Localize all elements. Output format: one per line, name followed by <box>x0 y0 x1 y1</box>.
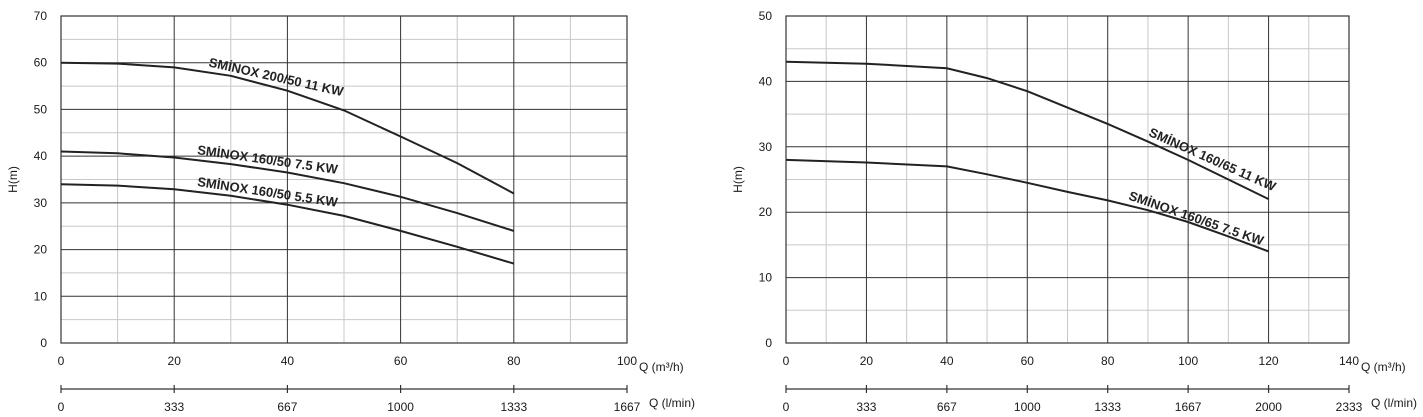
y-tick-label: 20 <box>34 243 48 257</box>
y-tick-label: 70 <box>34 9 48 23</box>
x-tick-label: 40 <box>281 354 295 368</box>
y-tick-label: 60 <box>34 56 48 70</box>
x-axis-label: Q (m³/h) <box>639 360 684 374</box>
x-tick-label: 0 <box>58 354 65 368</box>
y-tick-label: 0 <box>765 336 772 350</box>
secondary-x-tick-label: 333 <box>856 400 876 414</box>
secondary-x-tick-label: 0 <box>783 400 790 414</box>
series-curve <box>60 61 515 195</box>
x-tick-label: 140 <box>1339 354 1359 368</box>
series-curve <box>785 60 1270 200</box>
x-tick-label: 0 <box>783 354 790 368</box>
x-tick-label: 20 <box>860 354 874 368</box>
y-tick-label: 50 <box>34 102 48 116</box>
x-tick-label: 20 <box>168 354 182 368</box>
secondary-x-tick-label: 1000 <box>1014 400 1041 414</box>
y-axis-label: H(m) <box>731 166 745 193</box>
series-label: SMİNOX 160/50 7.5 KW <box>196 142 339 177</box>
series-label: SMİNOX 160/65 11 KW <box>1147 125 1279 195</box>
y-tick-label: 30 <box>34 196 48 210</box>
secondary-x-axis-label: Q (l/min) <box>649 396 695 410</box>
y-tick-label: 40 <box>34 149 48 163</box>
x-tick-label: 80 <box>507 354 521 368</box>
y-tick-label: 40 <box>759 74 773 88</box>
plot-frame <box>60 15 628 344</box>
secondary-x-tick-label: 1667 <box>1175 400 1202 414</box>
secondary-x-tick-label: 1667 <box>614 400 641 414</box>
x-tick-label: 100 <box>1178 354 1198 368</box>
chart-right: 0 10 20 30 40 50 0 20 40 60 80 100 120 140 H(m) Q (m³/h… <box>731 9 1417 414</box>
secondary-x-tick-label: 333 <box>164 400 184 414</box>
x-tick-label: 100 <box>617 354 637 368</box>
secondary-x-axis-label: Q (l/min) <box>1371 396 1417 410</box>
secondary-x-tick-label: 1000 <box>387 400 414 414</box>
x-tick-label: 60 <box>394 354 408 368</box>
series-label: SMİNOX 200/50 11 KW <box>208 55 346 100</box>
secondary-x-tick-label: 1333 <box>1094 400 1121 414</box>
y-tick-label: 0 <box>40 336 47 350</box>
y-tick-label: 10 <box>34 289 48 303</box>
secondary-x-tick-label: 667 <box>277 400 297 414</box>
plot-frame <box>785 15 1350 344</box>
y-tick-label: 30 <box>759 140 773 154</box>
x-tick-label: 60 <box>1021 354 1035 368</box>
y-tick-label: 10 <box>759 271 773 285</box>
chart-left: 0 10 20 30 40 50 60 70 0 20 40 60 80 100 H(m) Q (m³/h) 0… <box>6 9 695 414</box>
y-tick-label: 20 <box>759 205 773 219</box>
series-curve <box>785 158 1269 253</box>
y-tick-label: 50 <box>759 9 773 23</box>
secondary-x-tick-label: 2333 <box>1336 400 1363 414</box>
series-curve <box>60 183 515 265</box>
secondary-x-tick-label: 1333 <box>500 400 527 414</box>
x-axis-label: Q (m³/h) <box>1361 360 1406 374</box>
y-axis-label: H(m) <box>6 166 20 193</box>
x-tick-label: 40 <box>940 354 954 368</box>
series-curve <box>60 150 515 232</box>
x-tick-label: 120 <box>1259 354 1279 368</box>
x-tick-label: 80 <box>1101 354 1115 368</box>
secondary-x-tick-label: 0 <box>58 400 65 414</box>
secondary-x-tick-label: 667 <box>937 400 957 414</box>
secondary-x-tick-label: 2000 <box>1255 400 1282 414</box>
